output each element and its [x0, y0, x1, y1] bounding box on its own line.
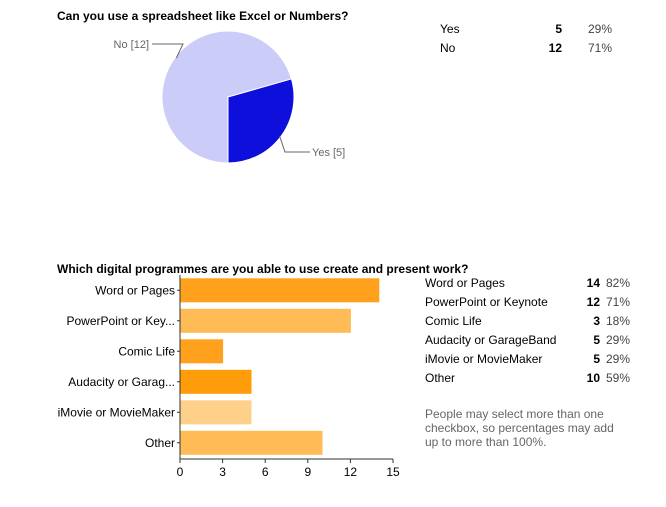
multiple-selection-note: People may select more than one checkbox… — [425, 407, 614, 449]
category-label: Other — [145, 436, 175, 450]
option-count: 5 — [555, 21, 562, 36]
option-count: 14 — [586, 275, 600, 290]
option-percent: 71% — [605, 294, 630, 309]
option-count: 5 — [593, 332, 600, 347]
option-label: Other — [425, 370, 456, 385]
category-label: iMovie or MovieMaker — [58, 405, 175, 419]
pie-slice-label: Yes [5] — [312, 147, 345, 159]
category-label: Comic Life — [118, 344, 175, 358]
x-tick-label: 6 — [262, 465, 269, 479]
pie-leader-line — [279, 135, 310, 153]
bar — [180, 339, 224, 364]
option-percent: 71% — [587, 40, 612, 55]
pie-slice — [161, 30, 293, 164]
option-count: 5 — [593, 351, 600, 366]
option-count: 10 — [586, 370, 600, 385]
option-label: Word or Pages — [425, 275, 505, 290]
option-percent: 18% — [605, 313, 630, 328]
option-percent: 29% — [605, 332, 630, 347]
category-label: Word or Pages — [95, 283, 175, 297]
summary-row: Yes 5 29% — [440, 19, 612, 38]
option-label: No — [440, 40, 456, 55]
programmes-bar-chart: Word or Pages PowerPoint or Key... Comic L… — [58, 275, 400, 479]
option-label: PowerPoint or Keynote — [425, 294, 548, 309]
option-percent: 59% — [605, 370, 630, 385]
spreadsheet-pie-chart: No [12] Yes [5] — [114, 30, 345, 164]
option-count: 12 — [586, 294, 600, 309]
option-count: 12 — [548, 40, 562, 55]
bar — [180, 308, 351, 333]
option-label: Yes — [440, 21, 460, 36]
option-count: 3 — [593, 313, 600, 328]
question-2-title: Which digital programmes are you able to… — [57, 262, 469, 276]
category-label: PowerPoint or Key... — [67, 314, 176, 328]
x-tick-label: 0 — [177, 465, 184, 479]
pie-leader-line — [152, 43, 184, 59]
summary-row: Audacity or GarageBand 5 29% — [425, 330, 630, 349]
x-tick-label: 15 — [386, 465, 400, 479]
bar — [180, 369, 252, 394]
question-1-summary-table: Yes 5 29% No 12 71% — [440, 19, 612, 57]
bar — [180, 278, 380, 303]
summary-row: No 12 71% — [440, 38, 612, 57]
summary-row: Other 10 59% — [425, 368, 630, 387]
x-tick-label: 12 — [344, 465, 358, 479]
x-tick-label: 9 — [304, 465, 311, 479]
pie-slice-label: No [12] — [114, 39, 149, 51]
question-1-title: Can you use a spreadsheet like Excel or … — [57, 9, 349, 23]
summary-row: Comic Life 3 18% — [425, 311, 630, 330]
category-label: Audacity or Garag... — [68, 375, 175, 389]
bar — [180, 430, 323, 455]
summary-row: PowerPoint or Keynote 12 71% — [425, 292, 630, 311]
option-label: Audacity or GarageBand — [425, 332, 557, 347]
option-percent: 29% — [605, 351, 630, 366]
pie-slice — [227, 78, 295, 164]
summary-row: iMovie or MovieMaker 5 29% — [425, 349, 630, 368]
option-percent: 82% — [605, 275, 630, 290]
x-tick-label: 3 — [219, 465, 226, 479]
bar — [180, 400, 252, 425]
option-percent: 29% — [587, 21, 612, 36]
summary-row: Word or Pages 14 82% — [425, 273, 630, 292]
option-label: Comic Life — [425, 313, 482, 328]
option-label: iMovie or MovieMaker — [425, 351, 543, 366]
question-2-summary-table: Word or Pages 14 82% PowerPoint or Keynote 1… — [425, 273, 630, 387]
